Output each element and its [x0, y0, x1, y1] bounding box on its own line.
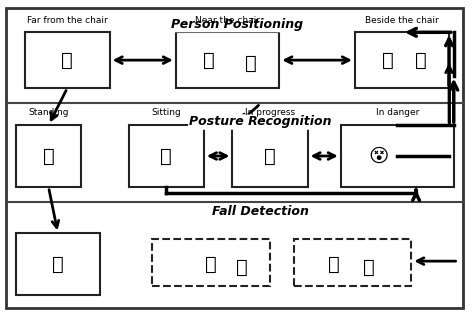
- FancyBboxPatch shape: [16, 125, 82, 187]
- Text: Posture Recognition: Posture Recognition: [189, 115, 332, 129]
- Text: 🚶: 🚶: [203, 51, 215, 70]
- Text: 🧍: 🧍: [43, 147, 55, 165]
- FancyBboxPatch shape: [128, 125, 204, 187]
- Text: 🧎: 🧎: [236, 258, 247, 277]
- Text: 😵: 😵: [368, 147, 389, 165]
- Text: 🚶: 🚶: [62, 51, 73, 70]
- Text: Person Positioning: Person Positioning: [171, 18, 303, 31]
- FancyBboxPatch shape: [355, 32, 449, 88]
- Text: Sitting: Sitting: [151, 108, 181, 117]
- Text: 🪑: 🪑: [160, 147, 172, 165]
- Text: Standing: Standing: [28, 108, 69, 117]
- Text: 🚶: 🚶: [382, 51, 394, 70]
- Text: Fall Detection: Fall Detection: [212, 205, 309, 218]
- Text: 🪑: 🪑: [205, 255, 217, 274]
- Text: Beside the chair: Beside the chair: [365, 16, 439, 25]
- FancyBboxPatch shape: [341, 125, 454, 187]
- FancyBboxPatch shape: [176, 32, 279, 88]
- FancyBboxPatch shape: [6, 7, 463, 308]
- Text: 🤸: 🤸: [52, 255, 64, 274]
- Text: In danger: In danger: [375, 108, 419, 117]
- FancyBboxPatch shape: [232, 125, 308, 187]
- Text: Near the chair: Near the chair: [195, 16, 260, 25]
- Text: 🪑: 🪑: [415, 51, 427, 70]
- FancyBboxPatch shape: [293, 240, 411, 286]
- Text: 🤸: 🤸: [363, 258, 375, 277]
- Text: 🪑: 🪑: [328, 255, 339, 274]
- Text: 🧎: 🧎: [264, 147, 276, 165]
- Text: 🪑: 🪑: [245, 54, 257, 73]
- FancyBboxPatch shape: [16, 233, 100, 295]
- FancyBboxPatch shape: [25, 32, 110, 88]
- FancyBboxPatch shape: [152, 240, 270, 286]
- Text: In progress: In progress: [245, 108, 295, 117]
- Text: Far from the chair: Far from the chair: [27, 16, 108, 25]
